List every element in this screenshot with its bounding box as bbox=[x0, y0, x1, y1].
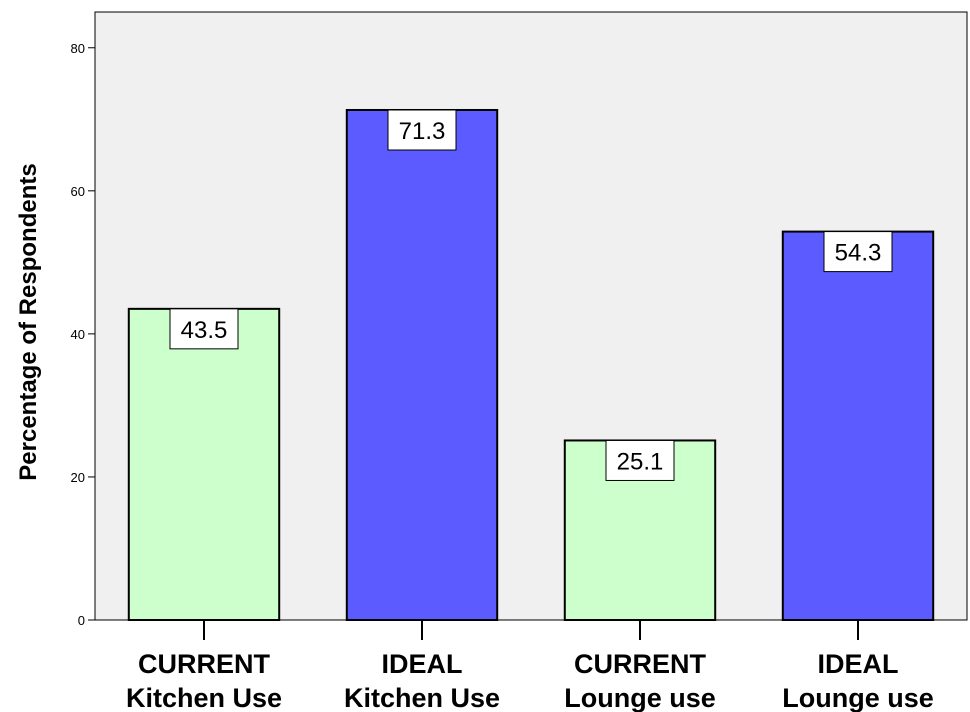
value-label: 71.3 bbox=[399, 118, 446, 145]
x-category-label: Lounge use bbox=[782, 683, 934, 712]
y-tick-label: 40 bbox=[71, 327, 85, 342]
x-axis: CURRENT Kitchen Use IDEAL Kitchen Use CURREN… bbox=[126, 620, 934, 712]
y-tick-label: 20 bbox=[71, 470, 85, 485]
x-category-label: Kitchen Use bbox=[126, 683, 282, 712]
value-label: 54.3 bbox=[835, 240, 882, 267]
value-label-box bbox=[823, 231, 893, 273]
x-category-label: CURRENT bbox=[574, 649, 707, 679]
bar bbox=[127, 307, 281, 621]
y-tick-label: 60 bbox=[71, 184, 85, 199]
x-category-label: Lounge use bbox=[564, 683, 716, 712]
value-label: 25.1 bbox=[617, 448, 664, 475]
y-axis: 0 20 40 60 80 bbox=[71, 41, 95, 628]
x-category-label: IDEAL bbox=[382, 649, 463, 679]
bars: 43.5 71.3 25.1 54.3 bbox=[127, 108, 935, 621]
value-label-box bbox=[169, 308, 239, 350]
x-category-label: CURRENT bbox=[138, 649, 271, 679]
y-axis-title: Percentage of Respondents bbox=[15, 163, 42, 480]
y-tick-label: 80 bbox=[71, 41, 85, 56]
x-category-label: IDEAL bbox=[818, 649, 899, 679]
value-label-box bbox=[387, 109, 457, 151]
x-category-label: Kitchen Use bbox=[344, 683, 500, 712]
value-label: 43.5 bbox=[181, 317, 228, 344]
y-tick-label: 0 bbox=[78, 613, 85, 628]
bar bbox=[781, 230, 935, 621]
bar bbox=[345, 108, 499, 621]
value-label-box bbox=[605, 439, 675, 481]
